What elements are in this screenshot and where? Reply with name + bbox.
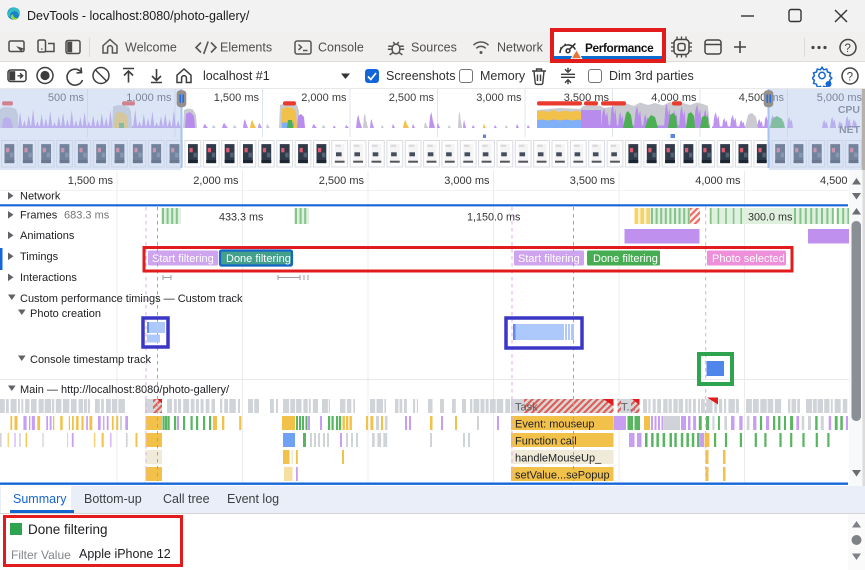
svg-text:Timings: Timings xyxy=(20,251,59,263)
svg-text:3,000 ms: 3,000 ms xyxy=(444,175,490,187)
svg-text:?: ? xyxy=(845,43,851,55)
svg-text:T...: T... xyxy=(621,402,636,414)
svg-text:setValue...sePopup: setValue...sePopup xyxy=(515,470,610,482)
svg-text:Custom performance timings — C: Custom performance timings — Custom trac… xyxy=(20,293,243,305)
svg-text:1,150.0 ms: 1,150.0 ms xyxy=(467,212,521,224)
svg-text:Task: Task xyxy=(515,402,538,414)
svg-text:Sources: Sources xyxy=(411,41,457,55)
svg-text:Animations: Animations xyxy=(20,230,75,242)
svg-text:Start filtering: Start filtering xyxy=(518,253,580,265)
svg-text:Done filtering: Done filtering xyxy=(593,253,658,265)
svg-text:1,500 ms: 1,500 ms xyxy=(214,92,260,104)
svg-text:683.3 ms: 683.3 ms xyxy=(64,210,110,222)
svg-text:433.3 ms: 433.3 ms xyxy=(219,212,264,224)
svg-text:Network: Network xyxy=(20,191,61,203)
svg-text:Photo selected: Photo selected xyxy=(712,253,785,265)
svg-text:localhost #1: localhost #1 xyxy=(203,69,270,83)
svg-text:2,500 ms: 2,500 ms xyxy=(319,175,365,187)
svg-text:3,500 ms: 3,500 ms xyxy=(564,92,610,104)
svg-text:1,500 ms: 1,500 ms xyxy=(68,175,114,187)
svg-text:300.0 ms: 300.0 ms xyxy=(748,212,793,224)
svg-text:Elements: Elements xyxy=(220,41,272,55)
svg-text:Function call: Function call xyxy=(515,436,577,448)
svg-text:Welcome: Welcome xyxy=(125,41,177,55)
svg-text:Event: mouseup: Event: mouseup xyxy=(515,419,595,431)
svg-text:2,000 ms: 2,000 ms xyxy=(193,175,239,187)
svg-text:Network: Network xyxy=(497,41,544,55)
svg-text:handleMouseUp_: handleMouseUp_ xyxy=(515,453,602,465)
svg-text:Main — http://localhost:8080/p: Main — http://localhost:8080/photo-galle… xyxy=(20,384,230,396)
svg-text:2,000 ms: 2,000 ms xyxy=(301,92,347,104)
svg-text:Performance: Performance xyxy=(585,41,654,55)
svg-text:Done filtering: Done filtering xyxy=(226,253,291,265)
svg-text:2,500 ms: 2,500 ms xyxy=(389,92,435,104)
svg-text:?: ? xyxy=(847,72,853,84)
svg-text:Console: Console xyxy=(318,41,364,55)
svg-text:Photo creation: Photo creation xyxy=(30,308,101,320)
svg-text:4,000 ms: 4,000 ms xyxy=(651,92,697,104)
svg-text:4,000 ms: 4,000 ms xyxy=(695,175,741,187)
svg-text:Frames: Frames xyxy=(20,210,58,222)
svg-text:3,500 ms: 3,500 ms xyxy=(570,175,616,187)
svg-text:Interactions: Interactions xyxy=(20,272,77,284)
svg-text:Start filtering: Start filtering xyxy=(152,253,214,265)
svg-text:Console timestamp track: Console timestamp track xyxy=(30,354,152,366)
svg-text:3,000 ms: 3,000 ms xyxy=(476,92,522,104)
